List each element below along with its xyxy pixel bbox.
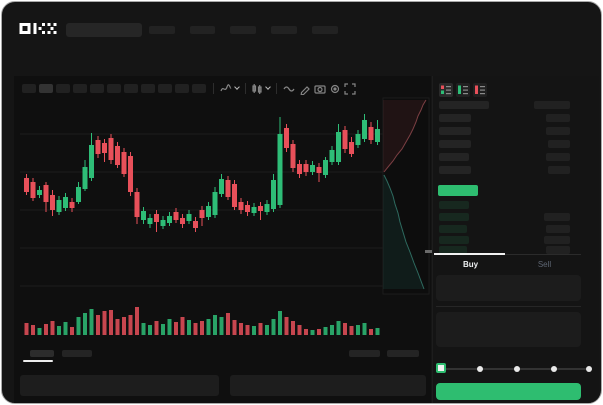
bottom-panel-right xyxy=(230,375,426,396)
ask-amount-placeholder[interactable] xyxy=(546,153,570,161)
amount-input[interactable] xyxy=(436,312,581,347)
ask-price-placeholder[interactable] xyxy=(439,153,469,161)
chart-section xyxy=(14,76,431,403)
timeframe-button[interactable] xyxy=(39,84,53,93)
timeframe-button[interactable] xyxy=(175,84,189,93)
settings-icon[interactable] xyxy=(329,82,341,94)
line-tool-icon[interactable] xyxy=(283,82,295,94)
timeframe-button[interactable] xyxy=(22,84,36,93)
ask-price-placeholder[interactable] xyxy=(439,166,471,174)
timeframe-button[interactable] xyxy=(73,84,87,93)
timeframe-button[interactable] xyxy=(192,84,206,93)
chart-toolbar xyxy=(2,76,431,98)
camera-icon[interactable] xyxy=(314,82,326,94)
nav-item[interactable] xyxy=(149,26,175,34)
slider-step-dot[interactable] xyxy=(551,366,557,372)
orderbook-bids-icon[interactable] xyxy=(456,83,470,97)
nav-item[interactable] xyxy=(230,26,256,34)
top-navbar xyxy=(2,2,601,48)
okx-logo xyxy=(19,23,57,34)
bid-amount-placeholder[interactable] xyxy=(544,213,570,221)
timeframe-button[interactable] xyxy=(56,84,70,93)
bid-amount-placeholder[interactable] xyxy=(546,246,570,254)
ask-price-placeholder[interactable] xyxy=(439,114,471,122)
bid-price-placeholder[interactable] xyxy=(439,236,469,244)
active-tab-indicator xyxy=(23,360,53,362)
slider-handle[interactable] xyxy=(436,363,446,373)
ask-price-placeholder[interactable] xyxy=(439,101,489,109)
indicator-icon[interactable] xyxy=(220,82,232,94)
ask-amount-placeholder[interactable] xyxy=(534,101,570,109)
tab-sell[interactable]: Sell xyxy=(537,260,552,269)
nav-item[interactable] xyxy=(190,26,215,34)
bottom-action-placeholder[interactable] xyxy=(387,350,419,357)
slider-step-dot[interactable] xyxy=(477,366,483,372)
bid-price-placeholder[interactable] xyxy=(439,225,467,233)
timeframe-button[interactable] xyxy=(90,84,104,93)
timeframe-button[interactable] xyxy=(107,84,121,93)
timeframe-button[interactable] xyxy=(141,84,155,93)
tab-buy[interactable]: Buy xyxy=(462,260,479,269)
ask-amount-placeholder[interactable] xyxy=(548,140,570,148)
last-price-badge[interactable] xyxy=(438,185,478,196)
nav-item[interactable] xyxy=(312,26,338,34)
bid-amount-placeholder[interactable] xyxy=(544,236,570,244)
draw-icon[interactable] xyxy=(299,82,311,96)
ask-amount-placeholder[interactable] xyxy=(548,166,570,174)
bottom-panel-left xyxy=(20,375,219,396)
bid-price-placeholder[interactable] xyxy=(439,201,469,209)
tab-history[interactable] xyxy=(62,350,92,357)
bottom-action-placeholder[interactable] xyxy=(349,350,380,357)
buy-button[interactable] xyxy=(436,383,581,400)
slider-step-dot[interactable] xyxy=(514,366,520,372)
slider-step-dot[interactable] xyxy=(586,366,592,372)
timeframe-button[interactable] xyxy=(124,84,138,93)
search-input[interactable] xyxy=(66,23,142,37)
active-tab-indicator xyxy=(434,253,505,255)
nav-item[interactable] xyxy=(271,26,297,34)
bid-price-placeholder[interactable] xyxy=(439,213,469,221)
price-input[interactable] xyxy=(436,275,581,301)
ask-price-placeholder[interactable] xyxy=(439,127,471,135)
timeframe-button[interactable] xyxy=(158,84,172,93)
bid-amount-placeholder[interactable] xyxy=(546,225,570,233)
bid-price-placeholder[interactable] xyxy=(439,246,467,254)
fullscreen-icon[interactable] xyxy=(344,82,356,95)
buy-sell-tabs: Buy Sell xyxy=(434,253,581,276)
orderbook-asks-icon[interactable] xyxy=(473,83,487,97)
tab-orders[interactable] xyxy=(30,350,54,357)
order-book-trade-panel: Buy Sell xyxy=(432,76,599,403)
orderbook-combined-icon[interactable] xyxy=(439,83,453,97)
chart-type-icon[interactable] xyxy=(251,82,263,94)
bottom-tabs-bar xyxy=(2,346,431,366)
ask-amount-placeholder[interactable] xyxy=(546,127,570,135)
ask-amount-placeholder[interactable] xyxy=(546,114,570,122)
ask-price-placeholder[interactable] xyxy=(439,140,471,148)
